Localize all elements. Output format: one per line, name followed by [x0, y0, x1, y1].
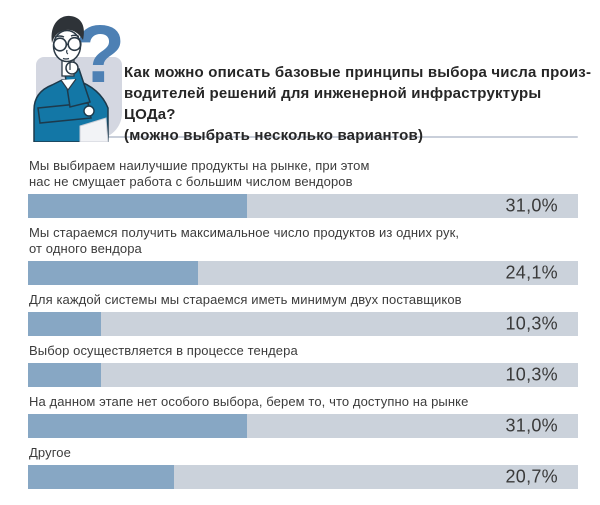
bar-track: 20,7% [28, 465, 578, 489]
bar-track: 10,3% [28, 312, 578, 336]
collar [60, 78, 77, 92]
divider-line [100, 136, 578, 138]
bar-row: На данном этапе нет особого выбора, бере… [28, 394, 578, 438]
eyebrow-right [70, 34, 80, 38]
bar-label: Другое [29, 445, 71, 460]
bar-label: Мы стараемся получить максимальное число… [29, 225, 460, 256]
bar-fill [28, 465, 174, 489]
bar-row: Выбор осуществляется в процессе тендера 1… [28, 343, 578, 387]
bar-row: Мы стараемся получить максимальное число… [28, 225, 578, 285]
eyebrow-left [54, 35, 65, 38]
bar-value-label: 20,7% [505, 466, 558, 487]
bar-fill [28, 194, 247, 218]
thinking-person-illustration: ? [33, 9, 125, 142]
shirt-hem [79, 117, 109, 142]
bar-track: 24,1% [28, 261, 578, 285]
bar-row: Другое 20,7% [28, 445, 578, 489]
bar-label: Выбор осуществляется в процессе тендера [29, 343, 298, 358]
bar-fill [28, 261, 198, 285]
bar-track: 31,0% [28, 194, 578, 218]
bar-row: Мы выбираем наилучшие продукты на рынке,… [28, 158, 578, 218]
bar-label: Мы выбираем наилучшие продукты на рынке,… [29, 158, 370, 189]
bar-track: 31,0% [28, 414, 578, 438]
bar-chart: Мы выбираем наилучшие продукты на рынке,… [0, 150, 600, 489]
bar-label: Для каждой системы мы стараемся иметь ми… [29, 292, 462, 307]
bar-value-label: 24,1% [505, 262, 558, 283]
bar-value-label: 31,0% [505, 415, 558, 436]
bar-fill [28, 363, 101, 387]
bar-value-label: 31,0% [505, 195, 558, 216]
bar-fill [28, 414, 247, 438]
nose [66, 49, 69, 55]
hair [51, 15, 84, 43]
bar-value-label: 10,3% [505, 313, 558, 334]
bar-value-label: 10,3% [505, 364, 558, 385]
bar-track: 10,3% [28, 363, 578, 387]
fist-on-chin [65, 61, 79, 75]
question-title: Как можно описать базовые принципы выбор… [124, 64, 592, 144]
bar-label: На данном этапе нет особого выбора, бере… [29, 394, 469, 409]
mouth [62, 57, 70, 60]
header: ? [0, 0, 600, 150]
bar-fill [28, 312, 101, 336]
hand [83, 105, 95, 117]
bar-rows: Мы выбираем наилучшие продукты на рынке,… [28, 158, 578, 489]
bar-row: Для каждой системы мы стараемся иметь ми… [28, 292, 578, 336]
glasses-left-lens [52, 37, 68, 52]
